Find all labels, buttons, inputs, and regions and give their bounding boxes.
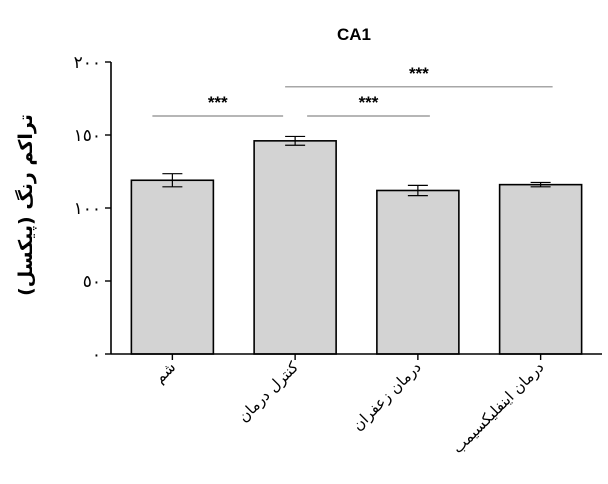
significance-label-2: *** (409, 64, 429, 83)
significance-annotations: *** *** *** (152, 64, 552, 116)
error-bars (162, 136, 550, 195)
significance-label-1: *** (359, 93, 379, 112)
bar-2 (377, 190, 459, 354)
y-tick-label-2: ١٠٠ (74, 199, 101, 219)
y-tick-label-1: ٥٠ (83, 272, 101, 292)
bars (131, 141, 581, 354)
x-tick-label-1: کنترل درمان (234, 357, 302, 425)
bar-1 (254, 141, 336, 354)
y-axis-label: تراکم رنگ (پیکسل) (14, 114, 37, 296)
x-tick-label-0: شم (151, 358, 180, 387)
y-tick-label-3: ١٥٠ (74, 126, 101, 146)
bar-3 (500, 185, 582, 354)
significance-label-0: *** (208, 93, 228, 112)
y-tick-label-4: ٢٠٠ (74, 53, 101, 73)
x-tick-label-2: درمان زعفران (349, 358, 425, 434)
x-tick-label-3: درمان اینفلیکسیمب (449, 358, 548, 457)
y-tick-label-0: ٠ (92, 345, 101, 365)
bar-0 (131, 180, 213, 354)
y-ticks: ٠ ٥٠ ١٠٠ ١٥٠ ٢٠٠ (74, 53, 111, 365)
x-ticks: شم کنترل درمان درمان زعفران درمان اینفلیکسی… (151, 354, 548, 457)
chart-title: CA1 (337, 25, 371, 44)
